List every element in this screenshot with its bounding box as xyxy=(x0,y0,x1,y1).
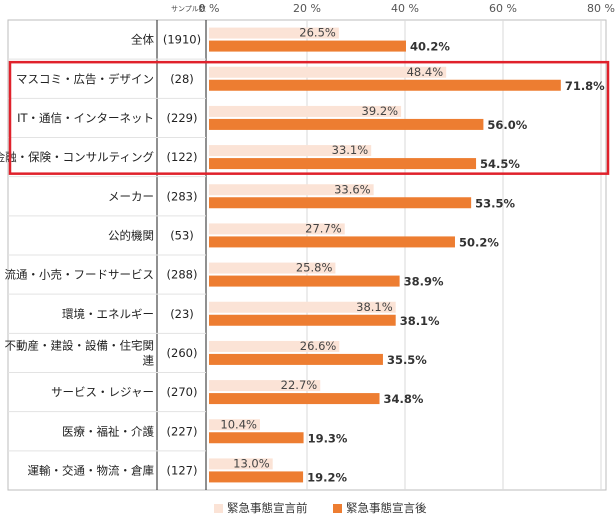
bar-after xyxy=(209,118,484,130)
value-label-after: 40.2% xyxy=(410,40,450,54)
category-label: IT・通信・インターネット xyxy=(17,111,154,125)
bar-before xyxy=(209,458,273,470)
category-label: 医療・福祉・介護 xyxy=(62,424,154,438)
bar-before xyxy=(209,223,345,235)
bar-after xyxy=(209,353,383,365)
sample-size-label: (53) xyxy=(170,228,194,242)
legend: 緊急事態宣言前 緊急事態宣言後 xyxy=(214,501,427,515)
legend-item-after-label: 緊急事態宣言後 xyxy=(346,501,427,515)
sample-size-label: (229) xyxy=(167,111,198,125)
x-tick-label: 60 % xyxy=(489,2,517,15)
category-label: 全体 xyxy=(131,33,154,47)
value-label-before: 33.6% xyxy=(334,182,371,196)
bar-after xyxy=(209,79,561,91)
value-label-before: 13.0% xyxy=(233,456,270,470)
value-label-after: 54.5% xyxy=(480,157,520,171)
bar-before xyxy=(209,301,396,313)
bar-before xyxy=(209,380,321,392)
category-label: 公的機関 xyxy=(108,228,154,242)
sample-size-label: (270) xyxy=(167,385,198,399)
x-tick-label: 80 % xyxy=(587,2,615,15)
bar-after xyxy=(209,197,472,209)
bar-before xyxy=(209,27,339,39)
sample-size-label: (127) xyxy=(167,463,198,477)
highlight-box xyxy=(8,60,610,175)
category-label: メーカー xyxy=(108,189,154,203)
legend-item-before-swatch xyxy=(214,504,223,513)
bar-after xyxy=(209,471,304,483)
bar-after xyxy=(209,158,477,170)
bar-before xyxy=(209,66,447,78)
value-label-after: 50.2% xyxy=(459,235,499,249)
category-label: 運輸・交通・物流・倉庫 xyxy=(28,463,155,477)
bar-before xyxy=(209,105,402,117)
bar-after xyxy=(209,432,304,444)
value-label-before: 48.4% xyxy=(407,65,444,79)
x-tick-label: 40 % xyxy=(391,2,419,15)
highlight-rectangle xyxy=(8,60,610,175)
sample-size-label: (227) xyxy=(167,424,198,438)
bar-before xyxy=(209,145,372,157)
bar-after xyxy=(209,236,455,248)
sample-size-label: (1910) xyxy=(163,33,201,47)
bar-before xyxy=(209,262,336,274)
sample-size-label: (260) xyxy=(167,346,198,360)
category-label: サービス・レジャー xyxy=(51,385,154,399)
category-label: 金融・保険・コンサルティング xyxy=(0,150,154,164)
category-label: 不動産・建設・設備・住宅関 xyxy=(5,338,155,352)
category-label: マスコミ・広告・デザイン xyxy=(16,72,154,86)
legend-item-before-label: 緊急事態宣言前 xyxy=(227,501,308,515)
bar-after xyxy=(209,275,400,287)
value-label-before: 26.5% xyxy=(299,26,336,40)
bar-after xyxy=(209,314,396,326)
category-label: 流通・小売・フードサービス xyxy=(5,268,155,282)
sample-size-label: (122) xyxy=(167,150,198,164)
labels: 0 % 20 % 40 % 60 % 80 % 全体 (1910) 26.5% 40.2% マスコ… xyxy=(0,2,615,484)
sample-size-label: (23) xyxy=(170,307,194,321)
gridlines xyxy=(8,20,602,490)
x-tick-label: 0 % xyxy=(199,2,220,15)
sample-size-label: (28) xyxy=(170,72,194,86)
value-label-after: 34.8% xyxy=(384,392,424,406)
bars xyxy=(209,27,561,483)
value-label-after: 38.9% xyxy=(404,275,444,289)
bar-before xyxy=(209,419,260,431)
value-label-after: 53.5% xyxy=(475,196,515,210)
value-label-before: 38.1% xyxy=(356,300,393,314)
bar-before xyxy=(209,340,340,352)
sample-size-label: (283) xyxy=(167,189,198,203)
bar-after xyxy=(209,40,406,52)
value-label-after: 56.0% xyxy=(487,118,527,132)
value-label-after: 19.2% xyxy=(307,470,347,484)
value-label-before: 27.7% xyxy=(305,221,342,235)
value-label-before: 22.7% xyxy=(281,378,318,392)
value-label-before: 33.1% xyxy=(332,143,369,157)
bar-before xyxy=(209,184,374,196)
bar-after xyxy=(209,393,380,405)
value-label-after: 71.8% xyxy=(565,79,605,93)
legend-item-after-swatch xyxy=(333,504,342,513)
value-label-before: 26.6% xyxy=(300,339,337,353)
value-label-after: 38.1% xyxy=(400,314,440,328)
value-label-before: 10.4% xyxy=(220,417,257,431)
value-label-after: 19.3% xyxy=(308,431,348,445)
value-label-before: 39.2% xyxy=(362,104,399,118)
category-label: 環境・エネルギー xyxy=(62,307,154,321)
value-label-after: 35.5% xyxy=(387,353,427,367)
category-label: 連 xyxy=(143,353,155,367)
sample-size-label: (288) xyxy=(167,268,198,282)
x-tick-label: 20 % xyxy=(293,2,321,15)
value-label-before: 25.8% xyxy=(296,261,333,275)
sample-size-header: サンプル数 xyxy=(171,4,206,13)
